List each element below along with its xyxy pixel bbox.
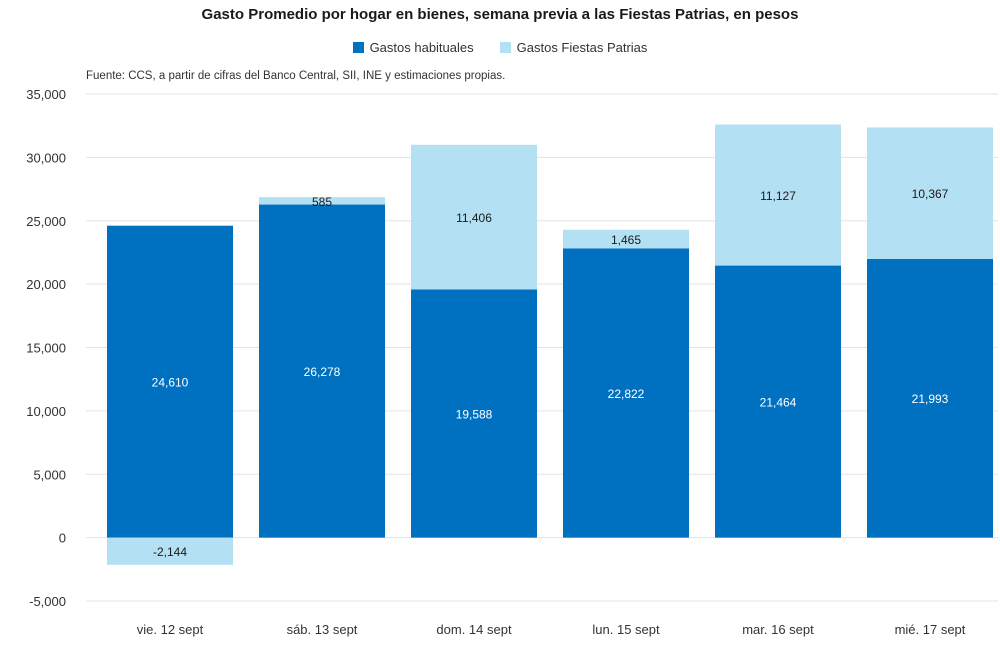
legend-swatch-habituales [352, 42, 364, 53]
y-tick-label: 5,000 [33, 467, 66, 482]
legend-label-habituales: Gastos habituales [369, 40, 474, 55]
source-note: Fuente: CCS, a partir de cifras del Banc… [86, 70, 506, 82]
x-category-label: sáb. 13 sept [287, 622, 358, 637]
x-category-label: dom. 14 sept [436, 622, 512, 637]
legend-label-fiestas: Gastos Fiestas Patrias [516, 40, 648, 55]
data-label-habituales: 24,610 [152, 376, 189, 390]
y-tick-label: 20,000 [26, 277, 66, 292]
bar-gastos-habituales [867, 258, 993, 538]
data-label-habituales: 19,588 [456, 407, 493, 421]
legend-item-habituales: Gastos habituales [352, 40, 474, 55]
y-tick-label: 25,000 [26, 214, 66, 229]
bar-gastos-fiestas [107, 537, 233, 565]
legend: Gastos habituales Gastos Fiestas Patrias [0, 40, 1000, 55]
x-category-label: mié. 17 sept [895, 622, 966, 637]
x-category-label: vie. 12 sept [137, 622, 204, 637]
bar-gastos-fiestas [715, 124, 841, 266]
bar-gastos-fiestas [563, 229, 689, 249]
legend-swatch-fiestas [499, 42, 511, 53]
bar-gastos-habituales [259, 204, 385, 538]
data-label-fiestas: -2,144 [153, 545, 187, 559]
y-tick-label: 35,000 [26, 87, 66, 102]
bar-gastos-habituales [411, 289, 537, 538]
data-label-fiestas: 11,127 [760, 189, 796, 203]
legend-item-fiestas: Gastos Fiestas Patrias [499, 40, 648, 55]
data-label-habituales: 22,822 [608, 387, 645, 401]
x-category-label: mar. 16 sept [742, 622, 814, 637]
y-tick-label: 15,000 [26, 341, 66, 356]
bar-gastos-fiestas [411, 144, 537, 290]
x-category-label: lun. 15 sept [592, 622, 660, 637]
bar-gastos-habituales [107, 225, 233, 538]
data-label-habituales: 21,464 [760, 396, 797, 410]
bar-gastos-fiestas [867, 127, 993, 259]
bar-gastos-habituales [563, 248, 689, 538]
y-tick-label: -5,000 [29, 594, 66, 609]
data-label-fiestas: 1,465 [611, 233, 641, 247]
bar-gastos-fiestas [259, 197, 385, 205]
y-tick-label: 30,000 [26, 150, 66, 165]
data-label-habituales: 26,278 [304, 365, 341, 379]
data-label-habituales: 21,993 [912, 392, 949, 406]
y-tick-label: 10,000 [26, 404, 66, 419]
bar-gastos-habituales [715, 265, 841, 538]
chart-title: Gasto Promedio por hogar en bienes, sema… [201, 6, 799, 23]
data-label-fiestas: 11,406 [456, 211, 492, 225]
data-label-fiestas: 10,367 [912, 187, 949, 201]
data-label-fiestas: 585 [312, 195, 332, 209]
y-tick-label: 0 [59, 531, 66, 546]
